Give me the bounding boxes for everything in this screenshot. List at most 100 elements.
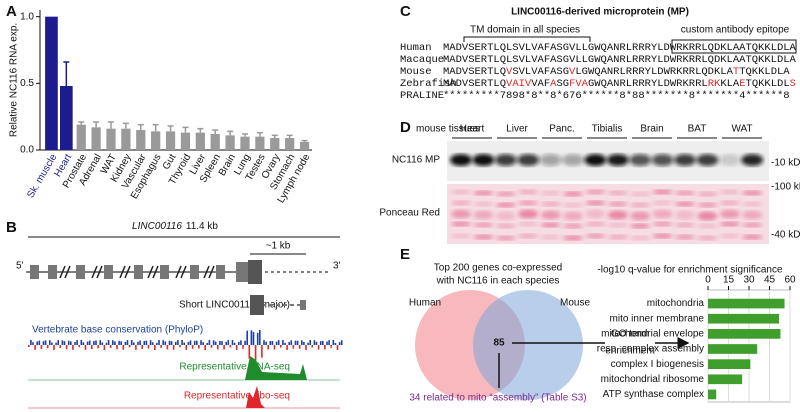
phylop bbox=[196, 340, 198, 345]
phylop bbox=[57, 340, 59, 345]
ponceau-band bbox=[495, 202, 516, 208]
panel-label: D bbox=[400, 119, 411, 136]
phylop bbox=[143, 340, 146, 345]
bar bbox=[285, 138, 295, 150]
phylop bbox=[263, 340, 265, 345]
residues: RK bbox=[708, 78, 721, 90]
y-tick-label: mitochondrial envelope bbox=[601, 328, 704, 339]
phylop bbox=[82, 342, 85, 345]
exon bbox=[216, 265, 225, 279]
riboseq-label: Representative ribo-seq bbox=[184, 391, 290, 402]
phylop bbox=[328, 340, 330, 345]
phylop bbox=[84, 345, 87, 350]
ponceau-band bbox=[675, 222, 695, 228]
phylop bbox=[315, 341, 318, 345]
phylop bbox=[170, 341, 173, 345]
sequence: MADVSERTLQLSVLVAFASGVLLGWQANRLRRRYLDWRKR… bbox=[443, 42, 797, 54]
ponceau-band bbox=[719, 221, 740, 227]
phylop bbox=[294, 340, 297, 345]
phylop bbox=[187, 341, 190, 345]
phylop bbox=[49, 340, 51, 345]
ponceau-band bbox=[742, 210, 763, 220]
ponceau-band bbox=[540, 190, 561, 196]
phylop bbox=[72, 345, 74, 350]
phylop bbox=[206, 342, 209, 345]
species: Mouse bbox=[400, 66, 432, 78]
panel-c: C LINC00116-derived microprotein (MP) TM… bbox=[400, 3, 797, 102]
break bbox=[180, 265, 187, 279]
phylop bbox=[280, 345, 282, 348]
band bbox=[629, 154, 652, 166]
sequence: *********7898*8**8*676******8*88*******8… bbox=[443, 90, 790, 102]
phylop bbox=[259, 330, 261, 345]
kda-label: -100 kDa bbox=[771, 182, 800, 193]
phylop bbox=[175, 341, 177, 345]
bar bbox=[121, 128, 131, 150]
ponceau-band bbox=[630, 235, 651, 241]
phylop bbox=[311, 345, 314, 348]
phylop bbox=[277, 340, 280, 345]
venn-caption: with NC116 in each species bbox=[436, 276, 560, 287]
bar bbox=[106, 128, 116, 150]
bar bbox=[195, 132, 205, 150]
exon bbox=[134, 265, 143, 279]
bar bbox=[708, 329, 781, 339]
bar bbox=[708, 374, 743, 385]
phylop bbox=[154, 345, 156, 350]
ponceau-band bbox=[719, 233, 740, 239]
phylop bbox=[252, 332, 255, 345]
phylop bbox=[156, 342, 158, 345]
bar bbox=[255, 136, 265, 150]
chart-title: -log10 q-value for enrichment significan… bbox=[597, 265, 783, 276]
phylop bbox=[212, 340, 215, 345]
phylop bbox=[46, 345, 49, 349]
residues: SG bbox=[556, 78, 569, 90]
ponceau-band bbox=[675, 234, 695, 240]
residues: V bbox=[569, 66, 576, 78]
tissue: WAT bbox=[731, 124, 752, 135]
phylop bbox=[340, 340, 343, 345]
phylop bbox=[225, 341, 227, 345]
phylop bbox=[282, 340, 284, 345]
band bbox=[606, 154, 629, 166]
residues: TQKKLDLA bbox=[739, 66, 790, 78]
phylop bbox=[44, 340, 47, 345]
ponceau-band bbox=[697, 235, 718, 241]
bar bbox=[708, 298, 785, 309]
phylop bbox=[30, 340, 32, 345]
phylop bbox=[74, 342, 76, 345]
band bbox=[517, 154, 540, 166]
ponceau-band bbox=[697, 223, 718, 229]
phylop bbox=[53, 345, 55, 350]
ponceau-band bbox=[451, 189, 471, 195]
go-bg bbox=[605, 327, 655, 358]
phylop bbox=[286, 345, 288, 350]
phylop bbox=[219, 340, 221, 345]
ponceau-band bbox=[697, 191, 718, 197]
phylop bbox=[305, 345, 307, 350]
phylop bbox=[284, 342, 286, 345]
phylop bbox=[160, 345, 162, 348]
band bbox=[696, 154, 719, 166]
ponceau-band bbox=[675, 201, 695, 207]
phylop bbox=[122, 345, 125, 350]
phylop bbox=[214, 341, 217, 345]
y-axis-label: Relative NC116 RNA exp. bbox=[9, 23, 20, 137]
bar bbox=[299, 142, 310, 150]
phylop bbox=[246, 330, 248, 345]
ponceau-band bbox=[473, 222, 494, 228]
band bbox=[494, 154, 517, 166]
panel-a: A Relative NC116 RNA exp.0.0 0.5 1.0 Sk. mu… bbox=[6, 3, 313, 205]
panel-e: E Top 200 genes co-expressed with NC116 … bbox=[400, 246, 796, 404]
phylop bbox=[109, 345, 112, 348]
ponceau-band bbox=[607, 222, 628, 228]
ponceau-band bbox=[451, 221, 471, 227]
ponceau-band bbox=[652, 200, 673, 206]
ponceau-band bbox=[630, 191, 651, 197]
phylop bbox=[290, 340, 293, 345]
phylop bbox=[105, 342, 108, 345]
ponceau-band bbox=[518, 200, 539, 206]
phylop bbox=[99, 340, 101, 345]
phylop bbox=[88, 340, 91, 345]
phylop bbox=[126, 340, 129, 345]
